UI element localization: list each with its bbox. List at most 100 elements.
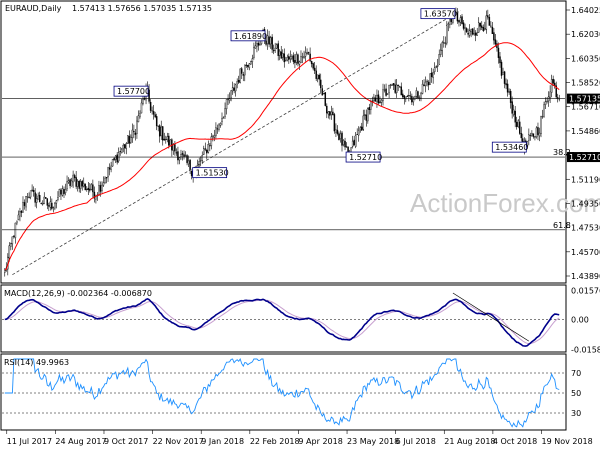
candle-body	[22, 201, 24, 213]
candle-body	[341, 132, 343, 146]
candle-body	[212, 136, 214, 139]
candle-body	[320, 79, 322, 89]
candle-body	[177, 151, 179, 161]
price-tick-label: 1.43890	[571, 272, 600, 281]
candle-body	[216, 128, 219, 130]
candle-body	[210, 136, 213, 146]
candle-body	[540, 116, 542, 135]
candle-body	[484, 28, 486, 30]
candle-body	[278, 50, 281, 56]
candle-body	[333, 114, 336, 132]
candle-body	[493, 32, 495, 41]
axes: 1.64025 1.62030 1.60350 1.58520 1.56710 1.548…	[6, 6, 600, 446]
candle-body	[8, 245, 11, 259]
candle-body	[511, 101, 513, 114]
candle-body	[158, 125, 161, 137]
moving-average-line	[4, 42, 560, 271]
candle-body	[190, 170, 193, 176]
candle-body	[438, 54, 440, 65]
price-tick-label: 1.64025	[571, 6, 600, 15]
rsi-tick-label: 70	[571, 369, 581, 378]
date-tick-label: 22 Feb 2018	[250, 437, 300, 446]
candle-body	[51, 202, 53, 209]
price-tick-label: 1.47530	[571, 224, 600, 233]
candle-body	[139, 113, 141, 118]
candle-body	[357, 130, 360, 136]
candle-body	[361, 126, 363, 131]
candle-body	[285, 60, 287, 62]
candle-body	[301, 56, 304, 58]
candle-body	[230, 90, 232, 98]
candle-body	[14, 222, 17, 239]
candle-body	[40, 202, 42, 204]
candle-body	[556, 97, 559, 99]
rsi-line	[4, 357, 560, 428]
candle-body	[25, 195, 27, 208]
candle-body	[54, 202, 56, 209]
level-price-label: 1.52710	[569, 153, 600, 162]
candle-body	[231, 87, 234, 92]
candle-body	[254, 45, 257, 49]
candle-body	[326, 105, 328, 114]
candle-body	[81, 180, 83, 187]
candle-body	[555, 85, 557, 98]
candle-body	[467, 32, 469, 35]
candle-body	[160, 126, 162, 136]
candle-body	[149, 101, 152, 111]
candle-body	[219, 122, 222, 126]
candle-body	[482, 27, 485, 31]
candle-body	[330, 111, 333, 115]
price-annotation-label: 1.57700	[117, 87, 150, 96]
candle-body	[323, 92, 325, 95]
candle-body	[209, 145, 211, 147]
candle-body	[199, 160, 202, 162]
candle-body	[537, 127, 539, 135]
candle-body	[391, 84, 393, 86]
candle-body	[282, 53, 284, 58]
candle-body	[399, 86, 401, 88]
candle-body	[110, 165, 112, 170]
candle-body	[236, 81, 238, 85]
candle-body	[514, 111, 516, 123]
macd-tick-label: 0.015762	[571, 287, 600, 296]
candle-body	[446, 25, 448, 44]
candle-body	[207, 144, 210, 153]
candle-body	[224, 108, 226, 117]
candle-body	[327, 111, 330, 115]
candle-body	[187, 160, 190, 165]
candle-body	[268, 36, 270, 45]
candle-body	[509, 90, 512, 103]
candle-body	[67, 180, 70, 183]
price-annotation-box	[192, 167, 228, 179]
candle-body	[427, 81, 430, 86]
candle-body	[458, 20, 460, 23]
candle-body	[408, 95, 410, 97]
candle-body	[10, 243, 12, 247]
candle-body	[512, 109, 515, 115]
candle-body	[534, 136, 536, 138]
candle-body	[414, 95, 416, 100]
candle-body	[528, 134, 530, 141]
price-tick-label: 1.54860	[571, 127, 600, 136]
candle-body	[351, 140, 354, 147]
candle-body	[237, 80, 240, 83]
candle-body	[253, 47, 255, 58]
watermark: ActionForex.com	[410, 188, 600, 218]
candle-body	[500, 61, 503, 76]
candle-body	[84, 184, 87, 191]
macd-tick-label: 0.00	[571, 315, 589, 324]
candle-body	[541, 116, 544, 118]
date-tick-label: 24 Aug 2017	[55, 437, 106, 446]
candle-body	[342, 140, 345, 145]
candle-body	[490, 25, 492, 27]
candle-body	[295, 53, 298, 63]
date-tick-label: 22 Nov 2017	[153, 437, 204, 446]
candle-body	[529, 135, 532, 137]
candle-body	[503, 71, 506, 84]
candle-body	[234, 84, 237, 92]
candle-body	[86, 188, 88, 190]
candle-body	[430, 72, 433, 78]
candle-body	[502, 72, 504, 75]
candle-body	[148, 89, 150, 102]
